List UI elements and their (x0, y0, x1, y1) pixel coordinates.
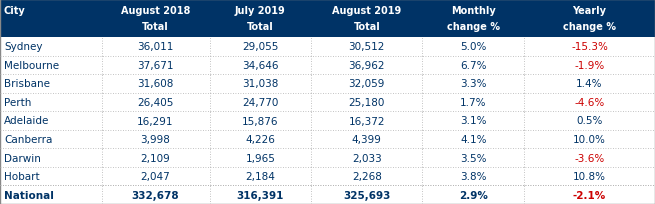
Text: 29,055: 29,055 (242, 42, 278, 52)
Text: -4.6%: -4.6% (574, 98, 605, 108)
Text: 2,047: 2,047 (141, 171, 170, 181)
Text: Monthly: Monthly (451, 6, 496, 16)
Text: Melbourne: Melbourne (4, 61, 59, 71)
Bar (0, 56, 655, 75)
Text: 4,399: 4,399 (352, 134, 382, 144)
Text: 3,998: 3,998 (141, 134, 170, 144)
Bar (0, 185, 655, 204)
Text: Perth: Perth (4, 98, 31, 108)
Text: 3.3%: 3.3% (460, 79, 487, 89)
Text: 3.5%: 3.5% (460, 153, 487, 163)
Text: 3.1%: 3.1% (460, 116, 487, 126)
Text: 31,608: 31,608 (138, 79, 174, 89)
Text: Total: Total (247, 22, 274, 32)
Text: 3.8%: 3.8% (460, 171, 487, 181)
Text: 4.1%: 4.1% (460, 134, 487, 144)
Text: Darwin: Darwin (4, 153, 41, 163)
Text: 2,109: 2,109 (141, 153, 170, 163)
Text: Adelaide: Adelaide (4, 116, 49, 126)
Text: 2.9%: 2.9% (458, 190, 488, 200)
Bar (0, 38, 655, 56)
Bar (0, 93, 655, 112)
Text: August 2019: August 2019 (332, 6, 402, 16)
Text: 332,678: 332,678 (132, 190, 179, 200)
Text: 2,268: 2,268 (352, 171, 382, 181)
Text: 15,876: 15,876 (242, 116, 278, 126)
Text: 26,405: 26,405 (138, 98, 174, 108)
Text: 25,180: 25,180 (348, 98, 385, 108)
Bar (0, 149, 655, 167)
Text: 32,059: 32,059 (348, 79, 385, 89)
Text: July 2019: July 2019 (235, 6, 286, 16)
Text: -15.3%: -15.3% (571, 42, 608, 52)
Text: 16,291: 16,291 (138, 116, 174, 126)
Text: 16,372: 16,372 (348, 116, 385, 126)
Text: City: City (4, 6, 26, 16)
Text: August 2018: August 2018 (121, 6, 190, 16)
Text: change %: change % (447, 22, 500, 32)
Text: National: National (4, 190, 54, 200)
Text: 37,671: 37,671 (138, 61, 174, 71)
Text: 1.7%: 1.7% (460, 98, 487, 108)
Text: 36,011: 36,011 (138, 42, 174, 52)
Bar (0, 0, 655, 38)
Text: 36,962: 36,962 (348, 61, 385, 71)
Bar (0, 130, 655, 149)
Text: Total: Total (142, 22, 169, 32)
Text: 1.4%: 1.4% (576, 79, 603, 89)
Text: -1.9%: -1.9% (574, 61, 605, 71)
Text: 24,770: 24,770 (242, 98, 278, 108)
Text: Yearly: Yearly (572, 6, 607, 16)
Text: Hobart: Hobart (4, 171, 39, 181)
Text: 31,038: 31,038 (242, 79, 278, 89)
Text: Total: Total (354, 22, 380, 32)
Text: 34,646: 34,646 (242, 61, 278, 71)
Text: -3.6%: -3.6% (574, 153, 605, 163)
Text: Brisbane: Brisbane (4, 79, 50, 89)
Text: 316,391: 316,391 (236, 190, 284, 200)
Text: 0.5%: 0.5% (576, 116, 603, 126)
Text: 10.8%: 10.8% (573, 171, 606, 181)
Text: 10.0%: 10.0% (573, 134, 606, 144)
Bar (0, 112, 655, 130)
Text: 325,693: 325,693 (343, 190, 390, 200)
Text: change %: change % (563, 22, 616, 32)
Text: Sydney: Sydney (4, 42, 43, 52)
Text: 4,226: 4,226 (246, 134, 275, 144)
Bar (0, 75, 655, 93)
Text: -2.1%: -2.1% (573, 190, 606, 200)
Text: 1,965: 1,965 (246, 153, 275, 163)
Text: 2,184: 2,184 (246, 171, 275, 181)
Text: 2,033: 2,033 (352, 153, 382, 163)
Bar (0, 167, 655, 185)
Text: 5.0%: 5.0% (460, 42, 487, 52)
Text: 30,512: 30,512 (348, 42, 385, 52)
Text: 6.7%: 6.7% (460, 61, 487, 71)
Text: Canberra: Canberra (4, 134, 52, 144)
